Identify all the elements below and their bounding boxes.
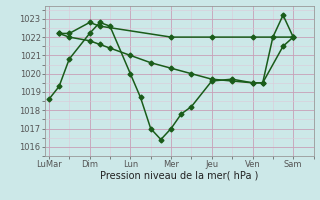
X-axis label: Pression niveau de la mer( hPa ): Pression niveau de la mer( hPa ) <box>100 171 258 181</box>
